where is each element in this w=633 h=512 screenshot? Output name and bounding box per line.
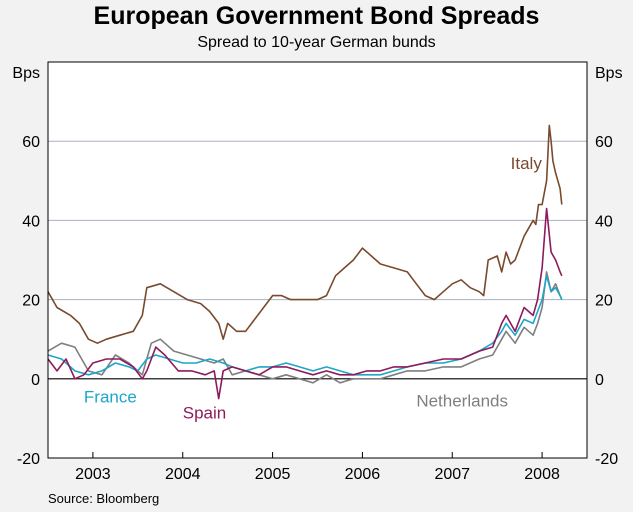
x-tick-label: 2008 — [524, 466, 560, 483]
y-tick-label-left: -20 — [17, 451, 40, 468]
x-tick-label: 2006 — [345, 466, 381, 483]
y-axis-label-right: Bps — [595, 65, 623, 82]
y-tick-label-right: 20 — [595, 293, 613, 310]
plot-border — [47, 61, 588, 459]
series-label-netherlands: Netherlands — [416, 392, 508, 411]
y-tick-label-left: 0 — [31, 372, 40, 389]
y-tick-label-left: 20 — [22, 293, 40, 310]
x-tick-label: 2005 — [255, 466, 291, 483]
y-tick-label-left: 60 — [22, 134, 40, 151]
y-tick-label-left: 40 — [22, 213, 40, 230]
x-tick-label: 2004 — [165, 466, 201, 483]
chart-subtitle: Spread to 10-year German bunds — [197, 34, 436, 51]
chart-title: European Government Bond Spreads — [93, 2, 540, 30]
x-tick-label: 2003 — [75, 466, 111, 483]
y-tick-label-right: 40 — [595, 213, 613, 230]
series-line-italy — [47, 124, 563, 344]
y-tick-label-right: -20 — [595, 451, 618, 468]
series-line-france — [47, 275, 563, 376]
y-axis-label-left: Bps — [12, 65, 40, 82]
series-label-italy: Italy — [511, 154, 543, 173]
plot-area — [48, 62, 587, 458]
y-tick-label-right: 0 — [595, 372, 604, 389]
x-tick-label: 2007 — [434, 466, 470, 483]
series-label-spain: Spain — [183, 403, 226, 422]
source-note: Source: Bloomberg — [48, 491, 160, 506]
series-line-spain — [47, 207, 563, 400]
series-label-france: France — [84, 388, 137, 407]
y-tick-label-right: 60 — [595, 134, 613, 151]
